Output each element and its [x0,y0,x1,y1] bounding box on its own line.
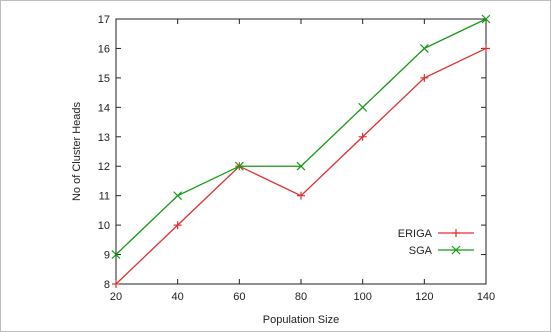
data-point-sga [111,250,121,259]
data-point-sga [234,161,244,171]
legend-label-eriga: ERIGA [398,228,433,240]
series-layer [111,14,491,288]
data-point-sga [419,44,429,53]
data-point-sga [173,191,183,201]
axes: 20 40 60 80 100 120 140 8 9 10 11 12 13 14 15 16 17 [98,14,495,303]
data-point-eriga [420,73,429,82]
y-tick-label: 16 [98,43,110,55]
series-line-sga [115,18,487,256]
data-point-sga [358,102,368,112]
legend-label-sga: SGA [409,245,433,257]
data-point-sga [481,14,491,24]
x-tick-label: 20 [110,291,122,303]
data-point-eriga [482,44,490,53]
y-axis-label: No of Cluster Heads [71,101,83,201]
x-axis-label: Population Size [263,314,339,326]
legend-marker-eriga [452,229,460,237]
y-tick-label: 9 [104,250,110,262]
legend-marker-sga [451,245,461,255]
y-tick-label: 14 [98,102,110,114]
legend: ERIGA SGA [398,228,474,257]
data-point-sga [296,161,306,171]
y-tick-label: 10 [98,220,110,232]
data-point-eriga [358,132,367,141]
x-tick-label: 80 [295,291,307,303]
y-tick-label: 11 [99,191,110,203]
data-point-eriga [297,191,305,200]
y-tick-label: 12 [98,161,110,173]
x-tick-label: 140 [477,291,495,303]
data-point-eriga [112,280,120,288]
x-tick-label: 40 [172,291,184,303]
data-point-eriga [173,221,182,230]
y-tick-label: 17 [98,14,110,26]
y-tick-label: 13 [98,132,110,144]
x-tick-label: 120 [415,291,433,303]
x-tick-label: 100 [353,291,371,303]
y-tick-label: 15 [98,73,110,85]
y-tick-label: 8 [104,279,110,291]
x-tick-label: 60 [233,291,245,303]
